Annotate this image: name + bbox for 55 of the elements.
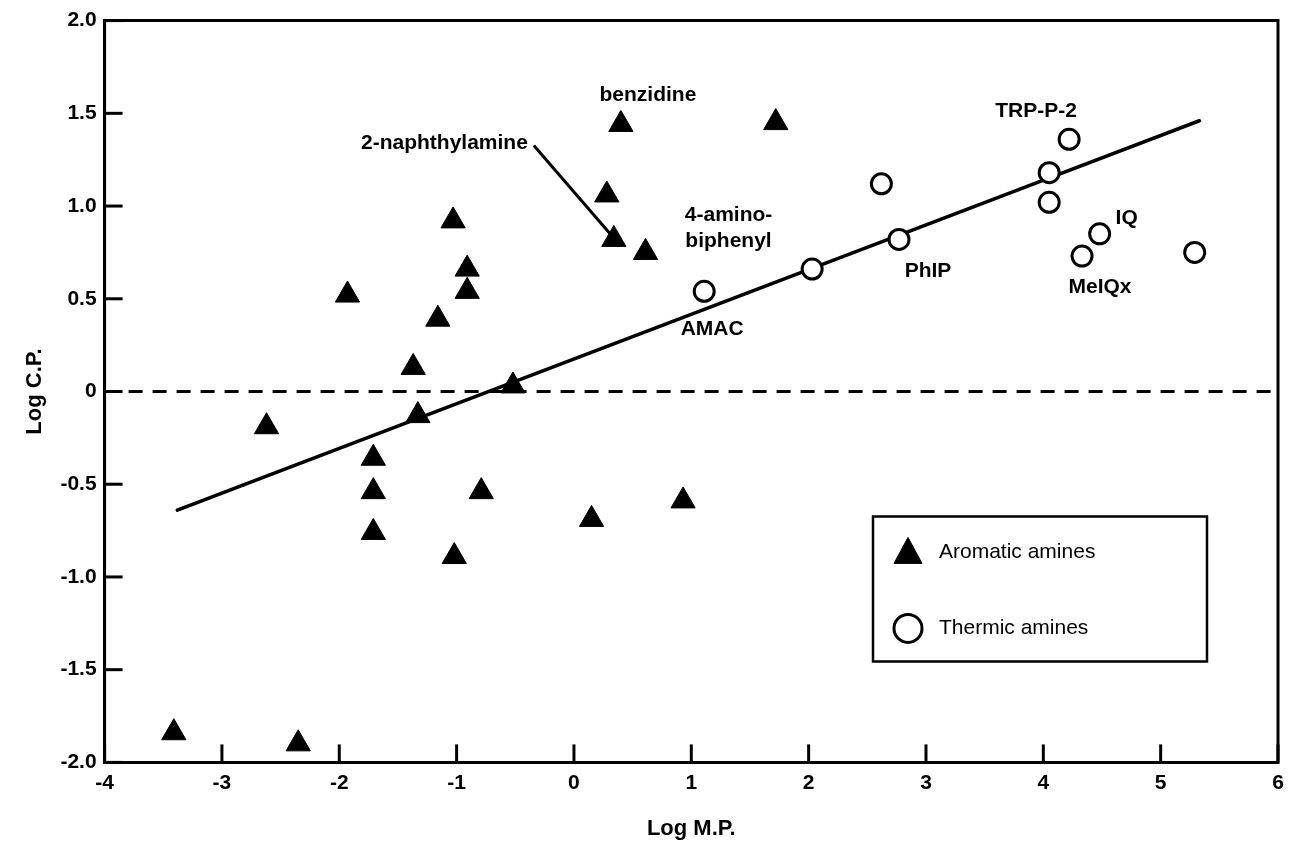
- point: [285, 729, 311, 752]
- point: [360, 443, 386, 466]
- x-axis-title: Log M.P.: [646, 814, 736, 840]
- point: [500, 371, 526, 394]
- x-tick-label: -4: [95, 769, 115, 793]
- point: [608, 109, 634, 132]
- point: [425, 304, 451, 327]
- y-tick-label: 0.5: [67, 285, 97, 309]
- legend-label: Aromatic amines: [939, 539, 1096, 563]
- point: [360, 517, 386, 540]
- point: [441, 542, 467, 565]
- point: [763, 108, 789, 131]
- point: [405, 401, 431, 424]
- y-tick-label: 1.0: [67, 192, 97, 216]
- y-tick-label: 0: [84, 378, 97, 402]
- point: [670, 486, 696, 509]
- annotation: PhIP: [904, 258, 952, 282]
- annotation: MeIQx: [1068, 273, 1132, 297]
- x-tick-label: -1: [447, 769, 467, 793]
- point: [594, 180, 620, 203]
- point: [454, 276, 480, 299]
- point: [601, 224, 627, 247]
- x-tick-label: 6: [1272, 769, 1284, 793]
- annotation: AMAC: [680, 316, 744, 340]
- legend-label: Thermic amines: [939, 615, 1089, 639]
- point: [400, 352, 426, 375]
- point: [253, 412, 280, 435]
- point: [468, 477, 494, 500]
- x-tick-label: 1: [685, 769, 698, 793]
- y-tick-label: 2.0: [67, 7, 97, 31]
- y-tick-label: 1.5: [67, 100, 97, 124]
- x-tick-label: -3: [212, 769, 232, 793]
- annotation: IQ: [1115, 204, 1138, 228]
- point: [360, 477, 386, 500]
- point: [161, 718, 187, 741]
- y-tick-label: -1.5: [60, 656, 97, 680]
- x-tick-label: -2: [329, 769, 349, 793]
- point: [440, 206, 466, 229]
- annotation: 2-naphthylamine: [360, 130, 528, 154]
- x-tick-label: 5: [1154, 769, 1167, 793]
- point: [578, 504, 605, 527]
- y-tick-label: -2.0: [60, 749, 97, 773]
- y-tick-label: -1.0: [60, 563, 97, 587]
- annotation: 4-amino- biphenyl: [684, 202, 773, 252]
- annotation: TRP-P-2: [995, 98, 1077, 122]
- y-axis-title: Log C.P.: [21, 348, 47, 435]
- point: [334, 280, 361, 303]
- point: [632, 237, 659, 260]
- x-tick-label: 3: [920, 769, 932, 793]
- y-tick-label: -0.5: [60, 471, 97, 495]
- x-tick-label: 2: [802, 769, 815, 793]
- x-tick-label: 0: [568, 769, 580, 793]
- point: [454, 254, 480, 277]
- x-tick-label: 4: [1037, 769, 1050, 793]
- annotation: benzidine: [599, 82, 697, 106]
